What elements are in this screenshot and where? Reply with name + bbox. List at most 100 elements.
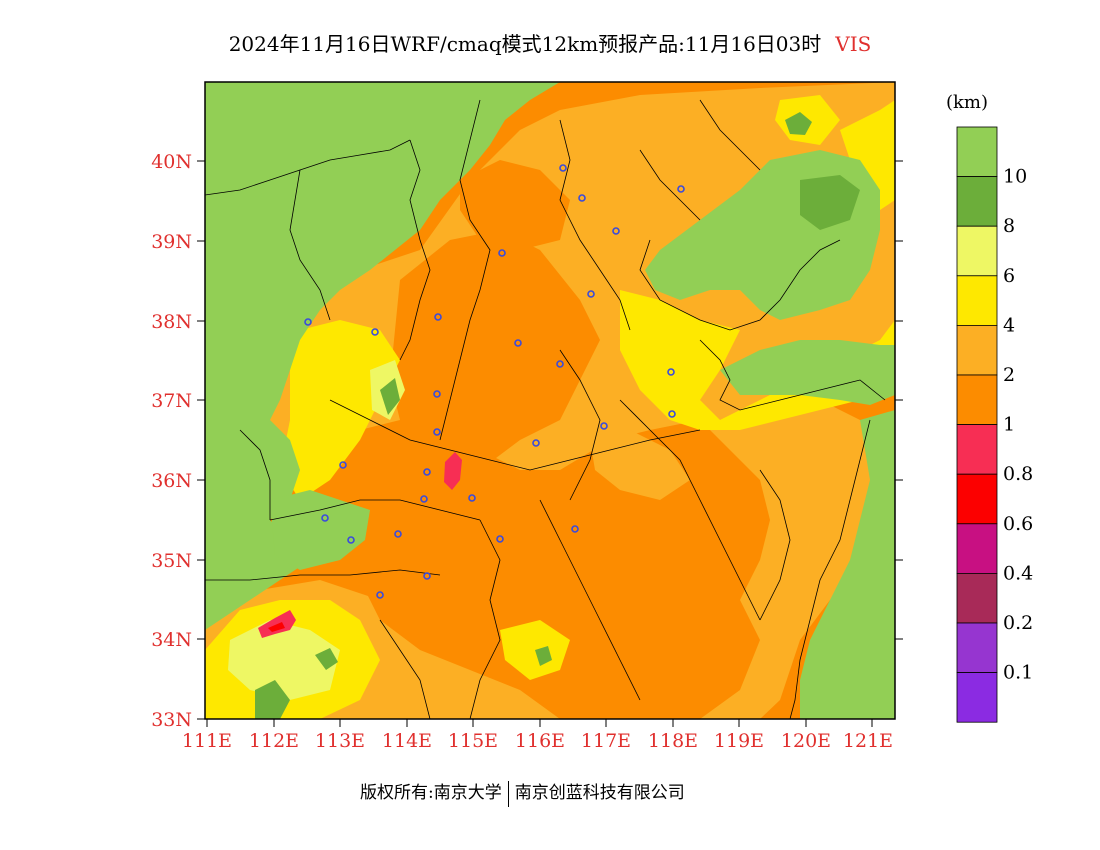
colorbar-label: 6 [1003,265,1015,287]
station-marker [612,227,620,235]
lon-label: 115E [448,730,498,752]
lat-label: 35N [151,550,192,572]
station-marker [578,194,586,202]
station-marker [376,591,384,599]
vis-low-0-8-1km-central [444,452,462,490]
colorbar-label: 0.8 [1003,463,1033,485]
lon-label: 114E [382,730,432,752]
boundary-line [559,119,631,331]
station-marker [423,572,431,580]
station-marker [559,164,567,172]
station-marker [321,514,329,522]
station-marker [556,360,564,368]
boundary-line [559,349,601,501]
colorbar-label: 4 [1003,314,1015,336]
lon-label: 118E [648,730,698,752]
boundary-line [399,139,431,361]
boundary-line [699,99,761,171]
vis-band-4-6km-northeast [840,100,895,210]
lon-label: 112E [249,730,299,752]
vis-clear-patch-sw [255,680,290,719]
title-main: 2024年11月16日WRF/cmaq模式12km预报产品:11月16日03时 [228,32,822,56]
vis-clear-shandong [720,340,895,405]
station-marker [468,494,476,502]
colorbar-boxes [956,126,998,723]
vis-clear-yellow-sea [800,410,895,719]
latitude-axis: 40N 39N 38N 37N 36N 35N 34N 33N [151,151,903,731]
boundary-line [639,149,701,221]
colorbar-label: 1 [1003,414,1015,436]
footer-copyright: 版权所有:南京大学 [360,783,502,803]
boundary-line [289,169,331,321]
lat-label: 39N [151,231,192,253]
station-marker [587,290,595,298]
colorbar-swatch [956,324,998,376]
colorbar-label: 0.4 [1003,562,1033,584]
lon-label: 121E [843,730,893,752]
station-marker [498,249,506,257]
title-variable: VIS [835,32,872,56]
longitude-axis: 111E 112E 113E 114E 115E 116E 117E 118E … [182,719,893,752]
vis-band-4-6km-west [280,320,400,500]
station-marker [571,525,579,533]
coastline-bohai [639,239,841,331]
boundary-line [329,399,701,471]
boundary-line [269,499,481,521]
station-marker [434,313,442,321]
vis-core-1-2km-central [390,230,600,480]
vis-low-0-6-0-8km [268,622,285,632]
vis-core-1-2km-north [460,160,570,250]
lon-label: 113E [315,730,365,752]
boundary-line [205,139,411,196]
station-marker [423,468,431,476]
lon-label: 116E [515,730,565,752]
station-marker [600,422,608,430]
station-marker [420,495,428,503]
boundary-line [619,399,761,621]
station-marker [514,339,522,347]
station-marker [532,439,540,447]
colorbar-swatch [956,473,998,525]
colorbar-swatch [956,672,998,723]
colorbar-label: 0.2 [1003,612,1033,634]
boundaries [205,99,886,719]
visibility-field [205,82,895,719]
boundary-line [539,499,641,701]
footer-separator [507,780,509,807]
colorbar: (km) 10 8 6 4 2 1 0.8 0.6 0.4 0.2 0.1 [946,92,1033,723]
boundary-line [239,429,271,520]
boundary-line [469,519,501,719]
lat-label: 33N [151,709,192,731]
colorbar-unit: (km) [946,92,988,113]
lat-label: 37N [151,390,192,412]
vis-clear-patch-sw2 [315,648,338,670]
station-marker [394,530,402,538]
station-markers [304,164,685,599]
colorbar-swatch [956,126,998,177]
colorbar-swatch [956,523,998,574]
station-marker [371,328,379,336]
colorbar-swatch [956,374,998,425]
colorbar-swatch [956,275,998,326]
station-marker [667,368,675,376]
lat-label: 38N [151,311,192,333]
vis-clear-patch-s [535,646,552,666]
colorbar-label: 8 [1003,215,1015,237]
vis-clear-northwest [205,82,560,420]
station-marker [339,461,347,469]
lat-label: 40N [151,151,192,173]
colorbar-labels: 10 8 6 4 2 1 0.8 0.6 0.4 0.2 0.1 [1003,166,1033,684]
coastline-shandong [699,339,886,411]
boundary-line [439,99,491,441]
vis-clear-west [205,420,310,630]
lon-label: 111E [182,730,232,752]
footer-company: 南京创蓝科技有限公司 [514,783,685,803]
vis-clear-patch-ne [785,112,812,135]
vis-area-2-4km-mid [590,430,690,500]
colorbar-label: 0.6 [1003,513,1033,535]
station-marker [433,390,441,398]
lon-label: 120E [781,730,831,752]
figure-title: 2024年11月16日WRF/cmaq模式12km预报产品:11月16日03时 V… [0,28,1100,57]
